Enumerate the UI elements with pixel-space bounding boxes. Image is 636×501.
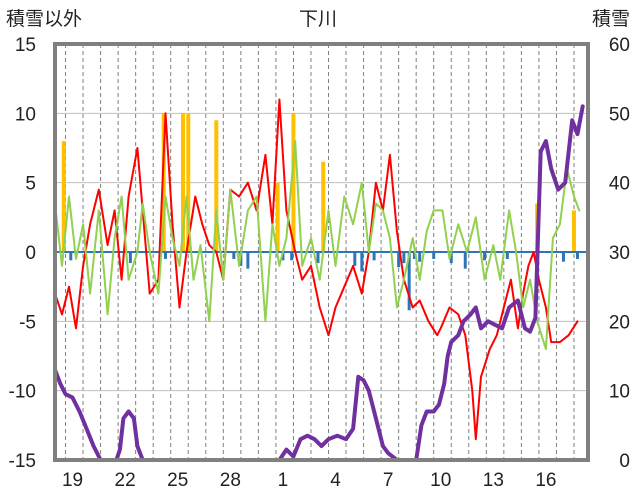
sunshine-bar xyxy=(281,252,285,261)
y-tick-right: 0 xyxy=(619,451,630,472)
plot-frame xyxy=(53,42,590,462)
left-axis-label: 積雪以外 xyxy=(6,8,82,30)
sunshine-bar xyxy=(463,252,467,269)
precipitation-bar xyxy=(321,161,326,252)
sunshine-bar xyxy=(360,252,364,272)
x-tick: 28 xyxy=(220,470,241,491)
line-series xyxy=(53,98,585,462)
sunshine-bar xyxy=(412,252,416,259)
x-tick: 4 xyxy=(330,470,341,491)
y-tick-right: 10 xyxy=(609,382,630,403)
x-tick: 19 xyxy=(62,470,83,491)
x-tick: 1 xyxy=(278,470,289,491)
y-tick-right: 60 xyxy=(609,35,630,56)
sunshine-bar xyxy=(402,252,406,264)
max_temperature-line xyxy=(54,98,579,441)
y-tick-left: -5 xyxy=(19,312,36,333)
x-tick: 10 xyxy=(430,470,451,491)
precipitation-bar xyxy=(291,113,296,252)
sunshine-bar xyxy=(449,252,453,264)
y-tick-left: -15 xyxy=(9,451,36,472)
precipitation-bar xyxy=(180,113,185,252)
sunshine-bar xyxy=(575,252,579,259)
precipitation-bar xyxy=(275,182,280,252)
sunshine-bar xyxy=(432,252,436,259)
sunshine-bar xyxy=(69,252,73,261)
sunshine-bar xyxy=(232,252,236,259)
sunshine-bar xyxy=(561,252,565,262)
chart-title: 下川 xyxy=(299,9,337,30)
sunshine-bar xyxy=(128,252,132,264)
precipitation-bar xyxy=(571,210,576,252)
x-tick-labels: 19 22 25 28 1 4 7 10 13 16 xyxy=(62,470,557,491)
y-tick-right: 30 xyxy=(609,243,630,264)
sunshine-bar xyxy=(397,252,401,268)
sunshine-bar xyxy=(290,252,294,261)
sunshine-bar xyxy=(505,252,509,259)
min_temperature-line xyxy=(54,140,581,351)
sunshine-bar xyxy=(418,252,422,262)
y-tick-left: 10 xyxy=(15,104,36,125)
x-tick: 16 xyxy=(535,470,556,491)
y-tick-right: 50 xyxy=(609,104,630,125)
precipitation-bar xyxy=(161,113,166,252)
y-tick-left: -10 xyxy=(9,382,36,403)
y-tick-right: 20 xyxy=(609,312,630,333)
precipitation-bar xyxy=(186,113,191,252)
left-y-tick-labels: 15 10 5 0 -5 -10 -15 xyxy=(9,35,36,472)
right-axis-label: 積雪 xyxy=(592,8,630,30)
sunshine-bar xyxy=(483,252,487,261)
x-tick: 13 xyxy=(483,470,504,491)
precipitation-bar xyxy=(61,141,66,252)
sunshine-bar xyxy=(163,252,167,259)
bar-series xyxy=(61,113,579,311)
y-tick-left: 0 xyxy=(25,243,36,264)
sunshine-bar xyxy=(316,252,320,264)
sunshine-bar xyxy=(353,252,357,266)
y-tick-left: 15 xyxy=(15,35,36,56)
x-tick: 22 xyxy=(115,470,136,491)
sunshine-bar xyxy=(407,252,411,311)
precipitation-bar xyxy=(214,120,219,253)
sunshine-bar xyxy=(372,252,376,261)
right-y-tick-labels: 60 50 40 30 20 10 0 xyxy=(609,35,630,472)
snow_depth-line xyxy=(53,104,585,462)
sunshine-bar xyxy=(246,252,250,269)
y-tick-left: 5 xyxy=(25,174,36,195)
y-tick-right: 40 xyxy=(609,174,630,195)
x-tick: 7 xyxy=(383,470,394,491)
x-tick: 25 xyxy=(167,470,188,491)
